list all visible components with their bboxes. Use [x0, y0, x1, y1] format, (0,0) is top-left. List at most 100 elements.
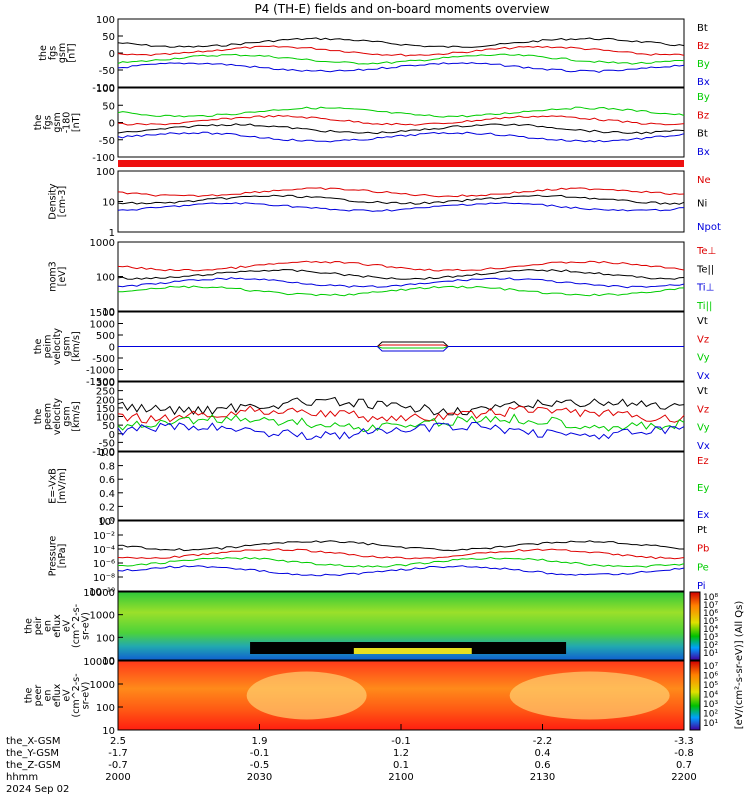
panel-temp: mom3[eV] 1000 100 10 Te⊥ Te|| Ti⊥ Ti|| [47, 238, 716, 318]
spectrogram-band [353, 648, 472, 654]
y-tick-label: 100 [96, 15, 115, 26]
x-tick-label: 1.9 [252, 736, 268, 747]
y-tick-label: 100 [96, 167, 115, 178]
x-tick-label: -1.7 [108, 748, 128, 759]
panel-frame [117, 591, 685, 661]
colorbar-tick: 10⁴ [703, 691, 718, 701]
legend-entry: Pb [697, 544, 709, 555]
colorbar [689, 660, 701, 731]
x-tick-label: 2030 [247, 772, 272, 783]
x-tick-label: 2200 [671, 772, 696, 783]
y-tick-label: -50 [99, 66, 115, 77]
legend-entry: Bx [697, 77, 710, 88]
legend-entry: Ez [697, 456, 709, 467]
colorbar-tick: 10⁶ [703, 672, 718, 682]
y-axis-label: [km/s] [71, 331, 82, 361]
y-axis-label: (cm^2-s- [71, 604, 82, 648]
legend-entry: Vz [697, 334, 709, 345]
legend-entry: By [697, 59, 710, 70]
x-tick-label: -0.8 [674, 748, 694, 759]
series-line-Vt [117, 396, 685, 416]
y-axis-label: the [38, 45, 49, 61]
legend-entry: Npot [697, 222, 721, 233]
series-line-Te⊥ [117, 260, 685, 272]
legend-entry: Bz [697, 110, 709, 121]
series-line-Pi [117, 565, 685, 577]
x-tick-label: -0.7 [108, 760, 128, 771]
colorbar-tick: 10³ [703, 700, 718, 710]
y-tick-label: 100 [96, 413, 115, 424]
y-axis-label: [cm-3] [57, 186, 68, 217]
y-tick-label: 0.8 [99, 462, 115, 473]
y-tick-label: 1 [109, 228, 115, 239]
y-axis-label: gsm [57, 43, 68, 63]
y-axis-label: velocity [52, 398, 63, 436]
y-tick-label: 50 [102, 421, 115, 432]
legend-entry: Bt [697, 129, 708, 140]
legend-entry: Ex [697, 510, 709, 521]
y-axis-label: [nT] [71, 113, 82, 132]
x-tick-label: -0.1 [250, 748, 270, 759]
series-line-Ni [117, 194, 685, 205]
colorbar-tick: 10¹ [703, 649, 718, 659]
y-axis-label: en [43, 620, 54, 632]
y-tick-label: 10⁻⁸ [93, 573, 115, 584]
y-axis-label: (cm^2-s- [71, 674, 82, 718]
x-tick-label: -0.1 [391, 736, 411, 747]
y-tick-label: 100 [96, 84, 115, 95]
y-axis-label: fgs [43, 115, 54, 129]
x-tick-label: 0.6 [535, 760, 551, 771]
y-axis-label: peir [33, 617, 44, 636]
colorbar [689, 591, 701, 661]
y-axis-label: gsm [62, 336, 73, 356]
y-axis-label: eflux [52, 683, 63, 707]
y-tick-label: 1000 [90, 320, 115, 331]
legend-entry: Ey [697, 483, 709, 494]
legend-entry: Pt [697, 525, 707, 536]
x-tick-label: 2000 [105, 772, 130, 783]
y-axis-label: the [33, 409, 44, 425]
x-tick-label: 0.7 [676, 760, 692, 771]
colorbar-tick: 10⁷ [703, 662, 718, 672]
y-tick-label: 0 [109, 49, 115, 60]
y-axis-label: the [24, 618, 35, 634]
y-tick-label: 10 [102, 726, 115, 737]
y-tick-label: 10⁻⁶ [93, 559, 115, 570]
x-tick-label: 0.1 [393, 760, 409, 771]
colorbar-tick: 10¹ [703, 719, 718, 729]
y-tick-label: 1000 [90, 238, 115, 249]
series-line-Npot [117, 202, 685, 212]
y-axis-label: peim [43, 335, 54, 359]
y-tick-label: -1000 [86, 366, 115, 377]
panel-efield: E=-VxB[mV/m] 1.0 0.8 0.6 0.4 0.2 0.0 Ez Ey Ex [47, 448, 709, 527]
series-line-Bx [117, 131, 685, 143]
legend-entry: Ni [697, 199, 707, 210]
y-axis-label: Density [47, 183, 58, 219]
legend-entry: Bt [697, 23, 708, 34]
y-axis-label: eV [62, 619, 73, 632]
legend-entry: Pe [697, 562, 709, 573]
y-axis-label: gsm [62, 406, 73, 426]
series-line-Ti|| [118, 285, 685, 297]
x-tick-label: 0.4 [535, 748, 551, 759]
y-tick-label: 0 [109, 119, 115, 130]
y-tick-label: -500 [92, 354, 115, 365]
series-line-Vy [117, 413, 685, 433]
legend-entry: Te⊥ [696, 246, 716, 257]
y-axis-label: peer [33, 685, 44, 707]
y-tick-label: 100 [96, 633, 115, 644]
x-tick-label: 2.5 [110, 736, 126, 747]
x-tick-label: -0.5 [250, 760, 270, 771]
y-tick-label: 0.2 [99, 502, 115, 513]
series-line-Ti⊥ [117, 277, 685, 289]
x-axis-row-label: the_Y-GSM [6, 748, 59, 759]
y-axis-label: mom3 [47, 261, 58, 291]
y-axis-label: -180 [62, 112, 73, 134]
legend-entry: Pi [697, 581, 706, 592]
legend-entry: Vx [697, 441, 710, 452]
y-tick-label: -50 [99, 438, 115, 449]
y-tick-label: 150 [96, 404, 115, 415]
